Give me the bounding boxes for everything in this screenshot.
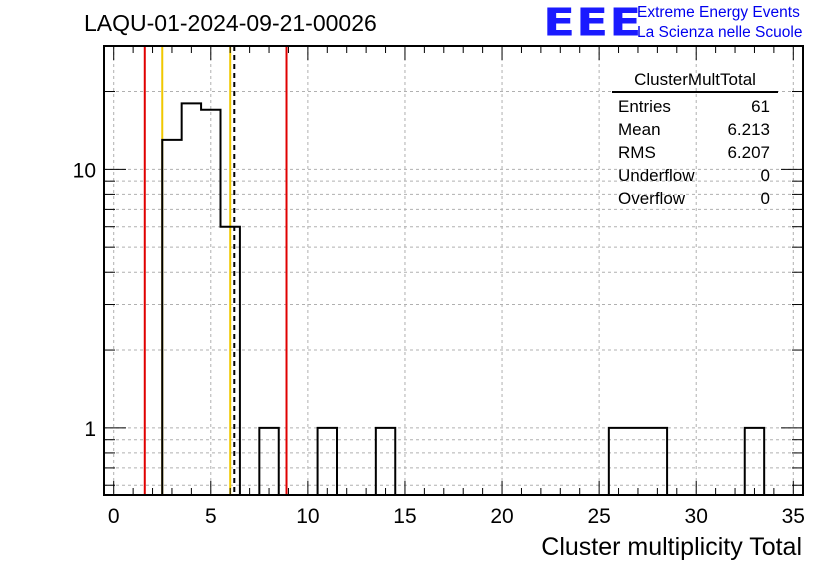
logo-line-2: La Scienza nelle Scuole	[637, 24, 803, 41]
stats-row-underflow: Underflow 0	[612, 164, 778, 187]
plot-frame	[103, 45, 804, 496]
y-tick-label: 1	[84, 418, 96, 441]
stats-value: 0	[760, 166, 770, 185]
stats-label: RMS	[618, 143, 656, 162]
stats-row-mean: Mean 6.213	[612, 118, 778, 141]
x-tick-label: 5	[205, 505, 217, 528]
x-tick-label: 0	[108, 505, 120, 528]
stats-label: Overflow	[618, 189, 686, 208]
stats-box: ClusterMultTotal Entries 61 Mean 6.213 R…	[612, 70, 778, 210]
x-tick-label: 10	[296, 505, 319, 528]
stats-title: ClusterMultTotal	[612, 70, 778, 93]
x-tick-label: 15	[393, 505, 416, 528]
eee-logo: EEE	[543, 0, 643, 46]
run-title: LAQU-01-2024-09-21-00026	[84, 10, 377, 36]
x-tick-label: 30	[685, 505, 708, 528]
stats-row-rms: RMS 6.207	[612, 141, 778, 164]
stats-label: Entries	[618, 97, 671, 116]
reference-lines	[143, 46, 288, 495]
x-tick-label: 20	[490, 505, 513, 528]
stats-row-entries: Entries 61	[612, 95, 778, 118]
stats-value: 6.213	[727, 120, 770, 139]
stats-label: Mean	[618, 120, 661, 139]
histogram-series	[161, 102, 766, 495]
y-tick-label: 10	[73, 159, 96, 182]
stats-value: 6.207	[727, 143, 770, 162]
x-axis-title: Cluster multiplicity Total	[541, 533, 802, 561]
stats-value: 0	[760, 189, 770, 208]
stats-value: 61	[751, 97, 770, 116]
logo-line-1: Extreme Energy Events	[637, 4, 800, 21]
axes: 0 5 10 15 20 25 30 35 1 10	[73, 45, 805, 528]
x-tick-label: 25	[587, 505, 610, 528]
stats-row-overflow: Overflow 0	[612, 187, 778, 210]
stats-label: Underflow	[618, 166, 695, 185]
x-tick-label: 35	[782, 505, 805, 528]
